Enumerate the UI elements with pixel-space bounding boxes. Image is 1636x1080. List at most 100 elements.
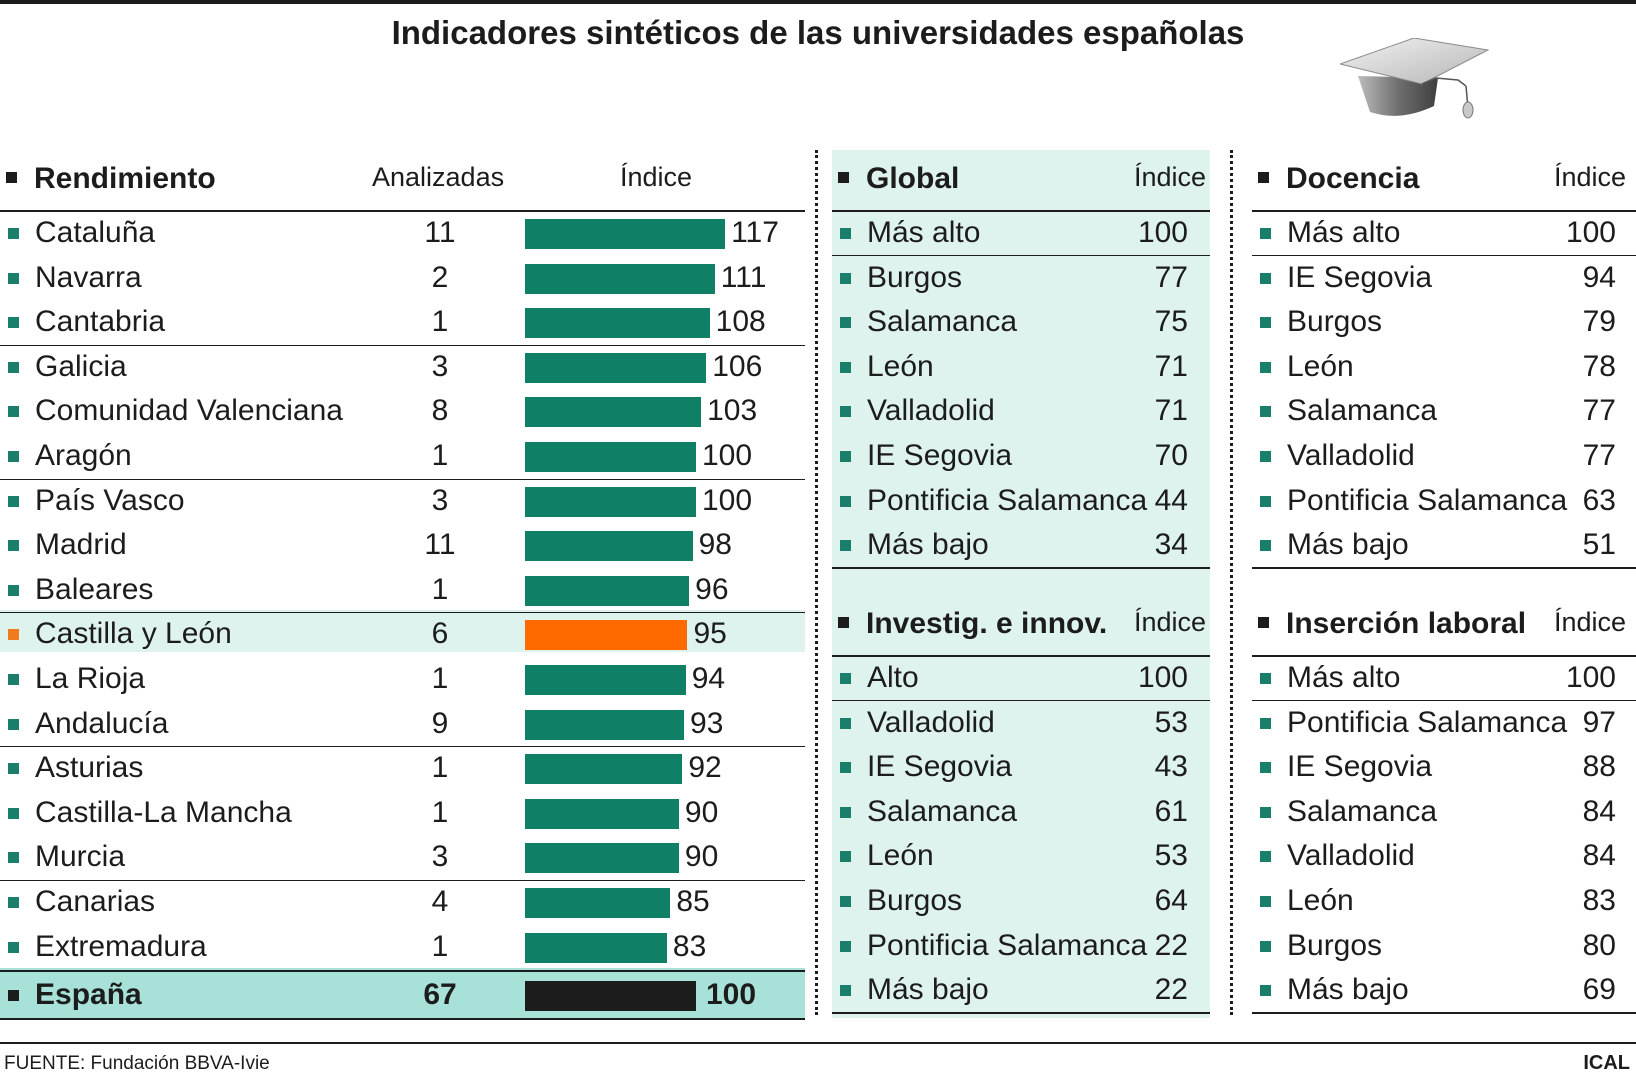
university-label: Salamanca bbox=[1287, 394, 1438, 428]
index-row: Más bajo 51 bbox=[1252, 524, 1636, 568]
row-square-icon bbox=[8, 540, 19, 552]
graduation-cap-icon bbox=[1340, 38, 1490, 119]
table-title: Docencia bbox=[1286, 162, 1420, 195]
total-row: España 67 100 bbox=[0, 974, 805, 1018]
bar-value-label: 83 bbox=[672, 929, 707, 963]
row-square-icon bbox=[1260, 806, 1271, 818]
index-value: 83 bbox=[1582, 884, 1616, 917]
row-square-icon bbox=[1260, 272, 1271, 284]
index-row: Valladolid 53 bbox=[832, 702, 1210, 746]
row-square-icon bbox=[1260, 985, 1271, 997]
row-square-icon bbox=[840, 985, 851, 997]
bar bbox=[525, 798, 679, 829]
index-value: 84 bbox=[1582, 839, 1616, 873]
analizadas-value: 1 bbox=[431, 751, 449, 785]
index-value: 71 bbox=[1154, 349, 1188, 383]
row-square-icon bbox=[840, 495, 851, 507]
indice-header: Índice bbox=[1554, 607, 1627, 637]
university-label: Valladolid bbox=[867, 705, 995, 739]
row-rule bbox=[1252, 255, 1636, 256]
table-title: Global bbox=[866, 162, 960, 195]
rendimiento-row: Castilla y León 6 95 bbox=[0, 613, 805, 657]
bar-value-label: 100 bbox=[702, 439, 753, 472]
header-rule bbox=[1252, 655, 1636, 657]
global-panel-background bbox=[832, 150, 1210, 1018]
index-value: 100 bbox=[1565, 216, 1616, 249]
row-square-icon bbox=[1260, 673, 1271, 684]
university-label: Valladolid bbox=[1287, 439, 1415, 472]
row-square-icon bbox=[8, 807, 19, 819]
index-row: Valladolid 84 bbox=[1252, 835, 1636, 879]
region-label: Canarias bbox=[35, 885, 156, 918]
analizadas-value: 1 bbox=[431, 572, 449, 606]
region-label: País Vasco bbox=[35, 483, 185, 517]
index-row: León 53 bbox=[832, 835, 1210, 879]
row-square-icon bbox=[840, 851, 851, 863]
index-row: León 83 bbox=[1252, 880, 1636, 924]
analizadas-value: 3 bbox=[431, 483, 449, 517]
index-row: Más bajo 34 bbox=[832, 524, 1210, 568]
row-square-icon bbox=[840, 317, 851, 329]
header-rule bbox=[832, 210, 1210, 212]
index-value: 34 bbox=[1154, 528, 1188, 562]
header-rule bbox=[1252, 210, 1636, 212]
index-value: 100 bbox=[1137, 216, 1188, 249]
bar-value-label: 98 bbox=[698, 528, 732, 562]
row-square-icon bbox=[840, 717, 851, 729]
row-square-icon bbox=[8, 495, 19, 507]
university-label: Pontificia Salamanca bbox=[1287, 705, 1568, 739]
rendimiento-row: Cataluña 11 117 bbox=[0, 212, 805, 256]
bar bbox=[525, 219, 726, 249]
row-rule bbox=[832, 700, 1210, 701]
analizadas-value: 6 bbox=[431, 617, 449, 651]
source-note: FUENTE: Fundación BBVA-Ivie bbox=[4, 1053, 270, 1074]
index-value: 22 bbox=[1154, 928, 1188, 962]
bar-value-label: 85 bbox=[676, 885, 710, 918]
index-row: Más alto 100 bbox=[1252, 657, 1636, 701]
analizadas-value: 1 bbox=[431, 305, 449, 339]
university-label: León bbox=[1287, 884, 1354, 917]
docencia-panel: Docencia Índice Más alto 100 IE Segovia 94 Bur… bbox=[1252, 150, 1636, 1020]
index-row: Valladolid 71 bbox=[832, 390, 1210, 434]
analizadas-value: 9 bbox=[431, 706, 449, 740]
row-square-icon bbox=[8, 629, 19, 641]
index-row: Más bajo 69 bbox=[1252, 969, 1636, 1013]
rendimiento-row: Navarra 2 111 bbox=[0, 257, 805, 301]
university-label: Salamanca bbox=[867, 305, 1018, 339]
index-row: IE Segovia 88 bbox=[1252, 746, 1636, 790]
index-value: 51 bbox=[1582, 528, 1616, 562]
row-square-icon bbox=[8, 674, 19, 685]
index-value: 53 bbox=[1154, 705, 1188, 739]
index-value: 97 bbox=[1582, 705, 1616, 739]
rendimiento-row: Comunidad Valenciana 8 103 bbox=[0, 390, 805, 434]
bar bbox=[525, 442, 696, 472]
header-square-icon bbox=[1258, 172, 1269, 183]
index-row: IE Segovia 94 bbox=[1252, 257, 1636, 301]
analizadas-value: 8 bbox=[431, 394, 449, 428]
university-label: León bbox=[867, 349, 934, 383]
analizadas-value: 1 bbox=[431, 439, 449, 472]
bar-value-label: 90 bbox=[684, 840, 719, 874]
index-value: 79 bbox=[1582, 305, 1616, 339]
region-label: Aragón bbox=[35, 439, 132, 472]
row-square-icon bbox=[840, 406, 851, 418]
rendimiento-title: Rendimiento bbox=[34, 162, 216, 195]
region-label: Galicia bbox=[35, 349, 127, 383]
rendimiento-row: La Rioja 1 94 bbox=[0, 658, 805, 702]
rendimiento-row: Murcia 3 90 bbox=[0, 836, 805, 880]
group-rule bbox=[0, 880, 805, 881]
analizadas-value: 1 bbox=[431, 795, 449, 829]
university-label: Salamanca bbox=[867, 794, 1018, 828]
row-square-icon bbox=[840, 361, 851, 373]
bar bbox=[525, 932, 667, 963]
region-label: Extremadura bbox=[35, 929, 207, 963]
bar bbox=[525, 263, 715, 294]
analizadas-value: 4 bbox=[431, 885, 449, 918]
row-square-icon bbox=[840, 272, 851, 284]
header-square-icon bbox=[838, 172, 849, 183]
region-label: Cantabria bbox=[35, 305, 166, 339]
region-label: Castilla y León bbox=[35, 617, 232, 651]
university-label: Más alto bbox=[867, 216, 981, 249]
bar bbox=[525, 665, 686, 695]
top-rule bbox=[0, 0, 1636, 4]
